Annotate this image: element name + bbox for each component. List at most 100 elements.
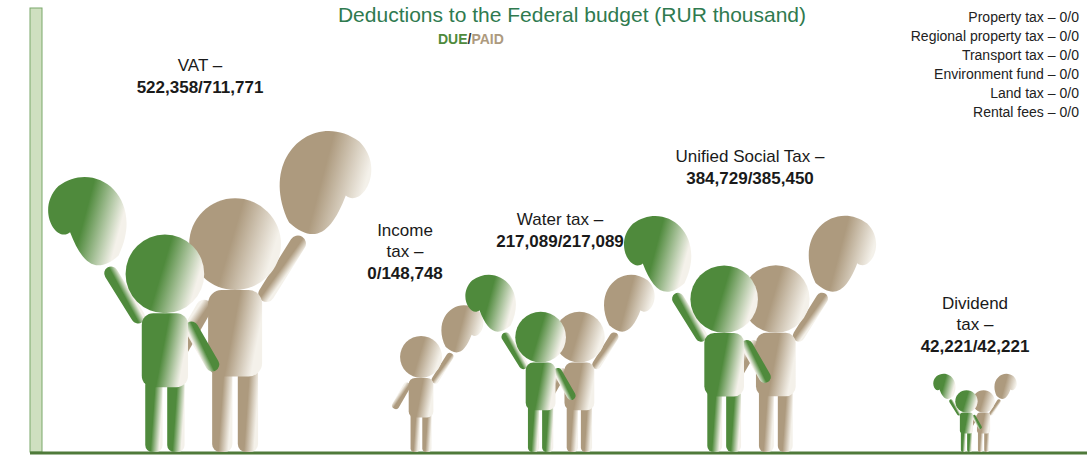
other-item-label: Rental fees – <box>973 104 1056 120</box>
other-item-due: 0 <box>1060 66 1068 82</box>
legend: DUE/PAID <box>438 31 504 47</box>
category-label-line: Water tax – <box>517 210 604 229</box>
other-item-paid: 0 <box>1071 85 1079 101</box>
leg <box>542 404 553 452</box>
figures <box>48 131 1017 452</box>
category-label: Income tax – <box>377 221 433 261</box>
other-item-label: Environment fund – <box>934 66 1056 82</box>
category-label-line: Dividend <box>942 294 1008 313</box>
labels: 522,358/711,771 VAT – 0/148,748 Income tax –… <box>137 56 1030 356</box>
category-label-line: tax – <box>957 315 994 334</box>
figure <box>465 275 577 452</box>
speech-bubble <box>809 216 876 292</box>
leg <box>978 431 983 452</box>
category-label-line: Income <box>377 221 433 240</box>
data-label: 522,358/711,771 <box>137 78 264 97</box>
value-paid: 711,771 <box>203 78 264 97</box>
category-label: Dividend tax – <box>942 294 1008 334</box>
value-due: 384,729 <box>686 169 747 188</box>
speech-bubble <box>994 374 1016 399</box>
other-item-label: Land tax – <box>990 85 1056 101</box>
category-label: Unified Social Tax – <box>676 147 826 166</box>
leg <box>212 366 232 452</box>
other-item-due: 0 <box>1060 47 1068 63</box>
figure <box>391 305 484 452</box>
category-label-line: VAT – <box>178 56 223 75</box>
other-item: Transport tax –0/0 <box>962 47 1079 63</box>
legend-entry: PAID <box>471 31 503 47</box>
legend-entry: DUE <box>438 31 468 47</box>
other-item-due: 0 <box>1060 28 1068 44</box>
value-due: 522,358 <box>137 78 198 97</box>
other-item-paid: 0 <box>1071 28 1079 44</box>
data-label: 217,089/217,089 <box>496 232 624 251</box>
value-due: 0 <box>367 264 376 283</box>
head <box>126 235 205 314</box>
title: Deductions to the Federal budget (RUR th… <box>338 3 806 26</box>
other-item: Regional property tax –0/0 <box>911 28 1079 44</box>
leg <box>567 404 578 452</box>
leg <box>422 413 431 452</box>
body <box>704 333 744 397</box>
category-label: VAT – <box>178 56 223 75</box>
data-label: 42,221/42,221 <box>921 337 1030 356</box>
left-pillar <box>30 8 42 452</box>
value-due: 217,089 <box>496 232 557 251</box>
figure <box>48 177 222 452</box>
leg <box>145 378 162 452</box>
other-item-label: Regional property tax – <box>911 28 1056 44</box>
speech-bubble <box>280 131 372 234</box>
other-item-label: Property tax – <box>968 9 1055 25</box>
other-item-due: 0 <box>1060 85 1068 101</box>
speech-bubble <box>624 216 691 292</box>
figure <box>967 374 1016 452</box>
body <box>960 413 973 434</box>
other-item: Rental fees –0/0 <box>973 104 1079 120</box>
leg <box>961 431 966 452</box>
speech-bubble <box>441 305 483 352</box>
other-item-paid: 0 <box>1071 9 1079 25</box>
head <box>955 390 977 412</box>
speech-bubble <box>604 275 655 332</box>
leg <box>967 431 972 452</box>
speech-bubble <box>465 275 516 332</box>
leg <box>167 378 184 452</box>
chart: Deductions to the Federal budget (RUR th… <box>0 0 1087 461</box>
other-item: Land tax –0/0 <box>990 85 1079 101</box>
figure <box>624 216 773 452</box>
category-label: Water tax – <box>517 210 604 229</box>
leg <box>581 404 592 452</box>
figure <box>543 275 655 452</box>
other-item: Property tax –0/0 <box>968 9 1079 25</box>
other-item-label: Transport tax – <box>962 47 1056 63</box>
value-paid: 148,748 <box>381 264 442 283</box>
leg <box>238 366 258 452</box>
category-label-line: tax – <box>387 242 424 261</box>
leg <box>528 404 539 452</box>
body <box>409 378 434 417</box>
body <box>526 363 556 411</box>
leg <box>984 431 989 452</box>
leg <box>726 388 741 452</box>
data-label: 0/148,748 <box>367 264 443 283</box>
value-due: 42,221 <box>921 337 973 356</box>
head <box>400 336 442 378</box>
other-item: Environment fund –0/0 <box>934 66 1079 82</box>
other-item-due: 0 <box>1060 104 1068 120</box>
leg <box>707 388 722 452</box>
speech-bubble <box>48 177 126 265</box>
leg <box>778 388 793 452</box>
leg <box>759 388 774 452</box>
figure <box>727 216 876 452</box>
category-label-line: Unified Social Tax – <box>676 147 826 166</box>
other-item-due: 0 <box>1060 9 1068 25</box>
other-item-paid: 0 <box>1071 66 1079 82</box>
value-paid: 217,089 <box>562 232 623 251</box>
other-item-paid: 0 <box>1071 47 1079 63</box>
figure <box>933 374 982 452</box>
head <box>515 312 566 363</box>
leg <box>411 413 420 452</box>
value-paid: 42,221 <box>977 337 1029 356</box>
other-item-paid: 0 <box>1071 104 1079 120</box>
value-paid: 385,450 <box>752 169 813 188</box>
